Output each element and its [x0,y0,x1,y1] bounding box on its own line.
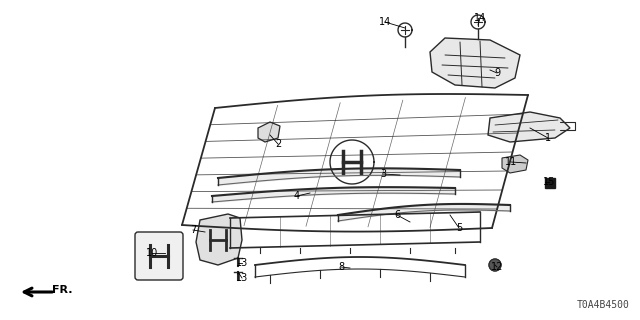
Polygon shape [502,155,528,173]
Text: 14: 14 [474,13,486,23]
Polygon shape [430,38,520,88]
Text: T0A4B4500: T0A4B4500 [577,300,630,310]
Text: 10: 10 [146,248,158,258]
Polygon shape [258,122,280,142]
Text: 9: 9 [494,68,500,78]
Text: 3: 3 [380,169,386,179]
Text: 14: 14 [379,17,391,27]
Polygon shape [488,112,570,142]
FancyBboxPatch shape [135,232,183,280]
Circle shape [489,259,501,271]
Polygon shape [196,214,242,265]
Text: 6: 6 [394,210,400,220]
Text: 13: 13 [236,273,248,283]
Text: FR.: FR. [52,285,72,295]
Text: 7: 7 [190,225,196,235]
Text: 8: 8 [338,262,344,272]
Text: 4: 4 [294,191,300,201]
Text: 2: 2 [275,139,281,149]
Bar [545,178,555,188]
Text: 13: 13 [236,258,248,268]
Text: 12: 12 [491,262,503,272]
Text: 5: 5 [456,223,462,233]
Text: 1: 1 [545,133,551,143]
Text: 11: 11 [505,157,517,167]
Text: 15: 15 [543,177,555,187]
